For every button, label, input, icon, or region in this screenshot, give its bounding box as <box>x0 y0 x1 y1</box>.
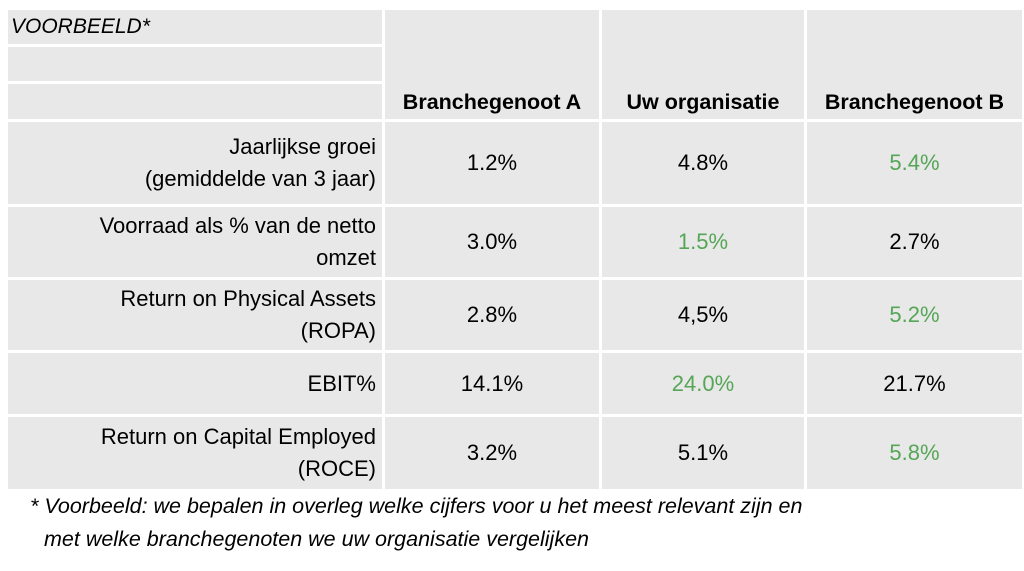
row-label-ebit: EBIT% <box>8 353 382 414</box>
row-label-line: Return on Physical Assets <box>120 286 376 311</box>
table-cell-highlighted: 5.2% <box>807 280 1022 350</box>
column-header-branchegenoot-a: Branchegenoot A <box>385 10 599 119</box>
comparison-table: VOORBEELD* Branchegenoot A Uw organisati… <box>8 10 1022 489</box>
table-cell: 5.1% <box>602 417 804 489</box>
table-cell: 4,5% <box>602 280 804 350</box>
footnote-line-2: met welke branchegenoten we uw organisat… <box>44 527 589 551</box>
row-label-line: Jaarlijkse groei <box>229 134 376 159</box>
empty-header-cell <box>8 47 382 81</box>
column-header-uw-organisatie: Uw organisatie <box>602 10 804 119</box>
table-cell: 3.2% <box>385 417 599 489</box>
row-label-line: (gemiddelde van 3 jaar) <box>144 166 376 191</box>
table-cell: 2.7% <box>807 207 1022 277</box>
table-cell: 1.2% <box>385 122 599 204</box>
table-cell: 2.8% <box>385 280 599 350</box>
footnote: * Voorbeeld: we bepalen in overleg welke… <box>30 490 802 556</box>
table-cell: 21.7% <box>807 353 1022 414</box>
table-cell-highlighted: 5.8% <box>807 417 1022 489</box>
row-label-line: Voorraad als % van de netto <box>99 213 376 238</box>
row-label-line: omzet <box>316 245 376 270</box>
row-label-line: (ROPA) <box>300 318 376 343</box>
row-label-line: (ROCE) <box>297 456 376 481</box>
empty-header-cell <box>8 84 382 119</box>
table-cell-highlighted: 24.0% <box>602 353 804 414</box>
row-label-line: EBIT% <box>307 370 376 396</box>
row-label-ropa: Return on Physical Assets (ROPA) <box>8 280 382 350</box>
row-label-roce: Return on Capital Employed (ROCE) <box>8 417 382 489</box>
row-label-line: Return on Capital Employed <box>100 424 376 449</box>
table-cell-highlighted: 1.5% <box>602 207 804 277</box>
column-header-branchegenoot-b: Branchegenoot B <box>807 10 1022 119</box>
row-label-jaarlijkse-groei: Jaarlijkse groei (gemiddelde van 3 jaar) <box>8 122 382 204</box>
table-cell: 3.0% <box>385 207 599 277</box>
table-cell-highlighted: 5.4% <box>807 122 1022 204</box>
table-cell: 4.8% <box>602 122 804 204</box>
row-label-voorraad: Voorraad als % van de netto omzet <box>8 207 382 277</box>
footnote-line-1: * Voorbeeld: we bepalen in overleg welke… <box>30 494 803 518</box>
table-cell: 14.1% <box>385 353 599 414</box>
example-label: VOORBEELD* <box>8 10 382 44</box>
